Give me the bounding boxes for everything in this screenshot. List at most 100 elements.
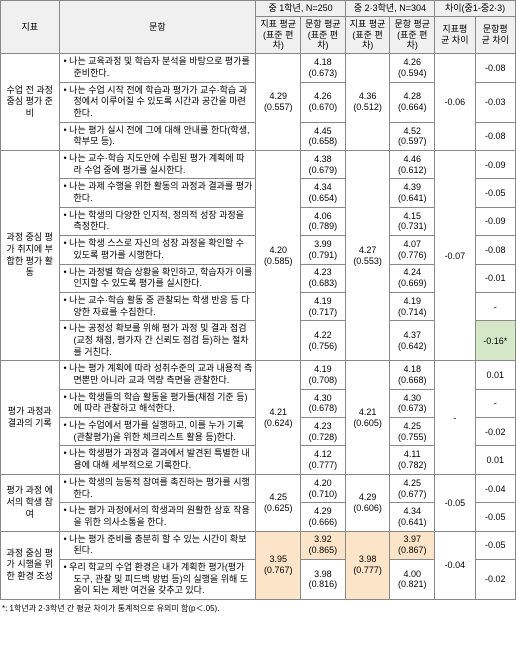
g1-item-mean: 4.30(0.678)	[301, 389, 346, 417]
g23-ind-mean: 4.29(0.606)	[345, 474, 390, 531]
th-item-mean2: 문항 평균 (표준 편 차)	[390, 16, 435, 53]
section-label: 수업 전 과정 중심 평가 준비	[1, 54, 60, 151]
item-diff: -0.08	[475, 236, 515, 264]
g1-ind-mean: 4.25(0.625)	[256, 474, 301, 531]
g23-item-mean: 4.19(0.714)	[390, 292, 435, 320]
item-text: • 우리 학교의 수업 환경은 내가 계획한 평가(평가 도구, 관찰 및 피드…	[59, 559, 256, 599]
g23-item-mean: 4.25(0.755)	[390, 418, 435, 446]
item-text: • 나는 교수·학습 지도안에 수립된 평가 계획에 따라 수업 중에 평가를 …	[59, 151, 256, 179]
g1-item-mean: 3.92(0.865)	[301, 531, 346, 559]
g23-item-mean: 3.97(0.867)	[390, 531, 435, 559]
th-item: 문항	[59, 1, 256, 54]
item-text: • 나는 학생들의 학습 활동을 평가틀(채점 기준 등)에 따라 관찰하고 해…	[59, 389, 256, 417]
item-diff: -0.08	[475, 54, 515, 82]
g1-item-mean: 4.20(0.710)	[301, 474, 346, 502]
g23-item-mean: 4.18(0.668)	[390, 361, 435, 389]
section-label: 평가 과정 에서의 학생 참여	[1, 474, 60, 531]
item-diff: -0.08	[475, 122, 515, 150]
g1-ind-mean: 4.21(0.624)	[256, 361, 301, 475]
item-text: • 나는 학생의 능동적 참여를 촉진하는 평가를 시행한다.	[59, 474, 256, 502]
th-indicator: 지표	[1, 1, 60, 54]
item-diff: -0.09	[475, 151, 515, 179]
g23-item-mean: 4.28(0.664)	[390, 82, 435, 122]
g1-item-mean: 3.99(0.791)	[301, 236, 346, 264]
g1-item-mean: 4.38(0.679)	[301, 151, 346, 179]
th-g1: 중 1학년, N=250	[256, 1, 345, 17]
data-table: 지표 문항 중 1학년, N=250 중 2·3학년, N=304 차이(중1-…	[0, 0, 516, 600]
g1-item-mean: 4.12(0.777)	[301, 446, 346, 474]
item-diff: -0.01	[475, 264, 515, 292]
item-text: • 나는 과제 수행을 위한 활동의 과정과 결과를 평가한다.	[59, 179, 256, 207]
item-text: • 나는 학생평가 과정과 결과에서 발견된 특별한 내용에 대해 세부적으로 …	[59, 446, 256, 474]
section-label: 과정 중심 평가 취지에 부합한 평가 활동	[1, 151, 60, 361]
g23-item-mean: 4.15(0.731)	[390, 207, 435, 235]
footnote: *: 1학년과 2·3학년 간 평균 차이가 통계적으로 유의미 함(p＜.05…	[0, 600, 516, 617]
item-diff: 0.01	[475, 361, 515, 389]
g1-item-mean: 4.26(0.670)	[301, 82, 346, 122]
g1-item-mean: 4.22(0.756)	[301, 321, 346, 361]
item-diff: -0.04	[475, 474, 515, 502]
item-text: • 나는 학생 스스로 자신의 성장 과정을 확인할 수 있도록 평가를 시행한…	[59, 236, 256, 264]
item-text: • 나는 평가 준비를 충분히 할 수 있는 시간이 확보된다.	[59, 531, 256, 559]
item-diff: -0.02	[475, 559, 515, 599]
item-text: • 나는 수업 시작 전에 학습과 평가가 교수·학습 과정에서 이루어질 수 …	[59, 82, 256, 122]
g23-item-mean: 4.46(0.612)	[390, 151, 435, 179]
item-text: • 나는 과정별 학습 상황을 확인하고, 학습자가 이를 인지할 수 있도록 …	[59, 264, 256, 292]
item-text: • 나는 평가 계획에 따라 성취수준의 교과 내용적 측면뿐만 아니라 교과 …	[59, 361, 256, 389]
ind-diff: -	[435, 361, 475, 475]
g23-ind-mean: 4.27(0.553)	[345, 151, 390, 361]
item-text: • 나는 수업에서 평가를 실행하고, 이를 누가 기록(관찰평가)을 위한 체…	[59, 418, 256, 446]
g23-item-mean: 4.39(0.641)	[390, 179, 435, 207]
g23-ind-mean: 4.21(0.605)	[345, 361, 390, 475]
ind-diff: -0.05	[435, 474, 475, 531]
item-diff: -0.05	[475, 503, 515, 531]
item-text: • 나는 교수·학습 활동 중 관찰되는 학생 반응 등 다양한 자료를 수집한…	[59, 292, 256, 320]
g23-ind-mean: 3.98(0.777)	[345, 531, 390, 599]
ind-diff: -0.07	[435, 151, 475, 361]
g23-item-mean: 4.30(0.673)	[390, 389, 435, 417]
g23-item-mean: 4.25(0.677)	[390, 474, 435, 502]
g23-item-mean: 4.07(0.776)	[390, 236, 435, 264]
item-text: • 나는 학생의 다양한 인지적, 정의적 성장 과정을 측정한다.	[59, 207, 256, 235]
th-ind-diff: 지표평 균 차이	[435, 16, 475, 53]
g1-item-mean: 4.45(0.658)	[301, 122, 346, 150]
item-diff: 0.01	[475, 446, 515, 474]
section-label: 평가 과정과 결과의 기록	[1, 361, 60, 475]
th-ind-mean: 지표 평균 (표준 편차)	[256, 16, 301, 53]
g1-item-mean: 4.19(0.717)	[301, 292, 346, 320]
g1-item-mean: 4.23(0.728)	[301, 418, 346, 446]
g23-item-mean: 4.37(0.642)	[390, 321, 435, 361]
item-diff: -0.16*	[475, 321, 515, 361]
th-g23: 중 2·3학년, N=304	[345, 1, 434, 17]
g1-item-mean: 3.98(0.816)	[301, 559, 346, 599]
item-diff: -0.02	[475, 418, 515, 446]
g1-ind-mean: 3.95(0.767)	[256, 531, 301, 599]
item-text: • 나는 평가 과정에서의 학생과의 원활한 상호 작용을 위한 의사소통을 한…	[59, 503, 256, 531]
item-diff: -	[475, 389, 515, 417]
item-diff: -0.05	[475, 531, 515, 559]
g23-item-mean: 4.26(0.594)	[390, 54, 435, 82]
item-diff: -0.09	[475, 207, 515, 235]
g23-item-mean: 4.24(0.669)	[390, 264, 435, 292]
g23-item-mean: 4.11(0.782)	[390, 446, 435, 474]
g1-ind-mean: 4.29(0.557)	[256, 54, 301, 151]
g1-item-mean: 4.19(0.708)	[301, 361, 346, 389]
g1-item-mean: 4.18(0.673)	[301, 54, 346, 82]
th-item-mean: 문항 평균 (표준 편차)	[301, 16, 346, 53]
item-text: • 나는 공정성 확보를 위해 평가 과정 및 결과 점검(교정 채점, 평가자…	[59, 321, 256, 361]
ind-diff: -0.04	[435, 531, 475, 599]
item-text: • 나는 평가 실시 전에 그에 대해 안내를 한다(학생, 학부모 등).	[59, 122, 256, 150]
item-diff: -0.03	[475, 82, 515, 122]
th-ind-mean2: 지표 평균 (표준 편차)	[345, 16, 390, 53]
g1-item-mean: 4.29(0.666)	[301, 503, 346, 531]
th-diff: 차이(중1-중2·3)	[435, 1, 516, 17]
g23-item-mean: 4.52(0.597)	[390, 122, 435, 150]
g23-item-mean: 4.34(0.641)	[390, 503, 435, 531]
g1-item-mean: 4.23(0.683)	[301, 264, 346, 292]
g1-ind-mean: 4.20(0.585)	[256, 151, 301, 361]
g1-item-mean: 4.34(0.654)	[301, 179, 346, 207]
item-text: • 나는 교육과정 및 학습자 분석을 바탕으로 평가를 준비한다.	[59, 54, 256, 82]
g23-item-mean: 4.00(0.821)	[390, 559, 435, 599]
g1-item-mean: 4.06(0.789)	[301, 207, 346, 235]
ind-diff: -0.06	[435, 54, 475, 151]
